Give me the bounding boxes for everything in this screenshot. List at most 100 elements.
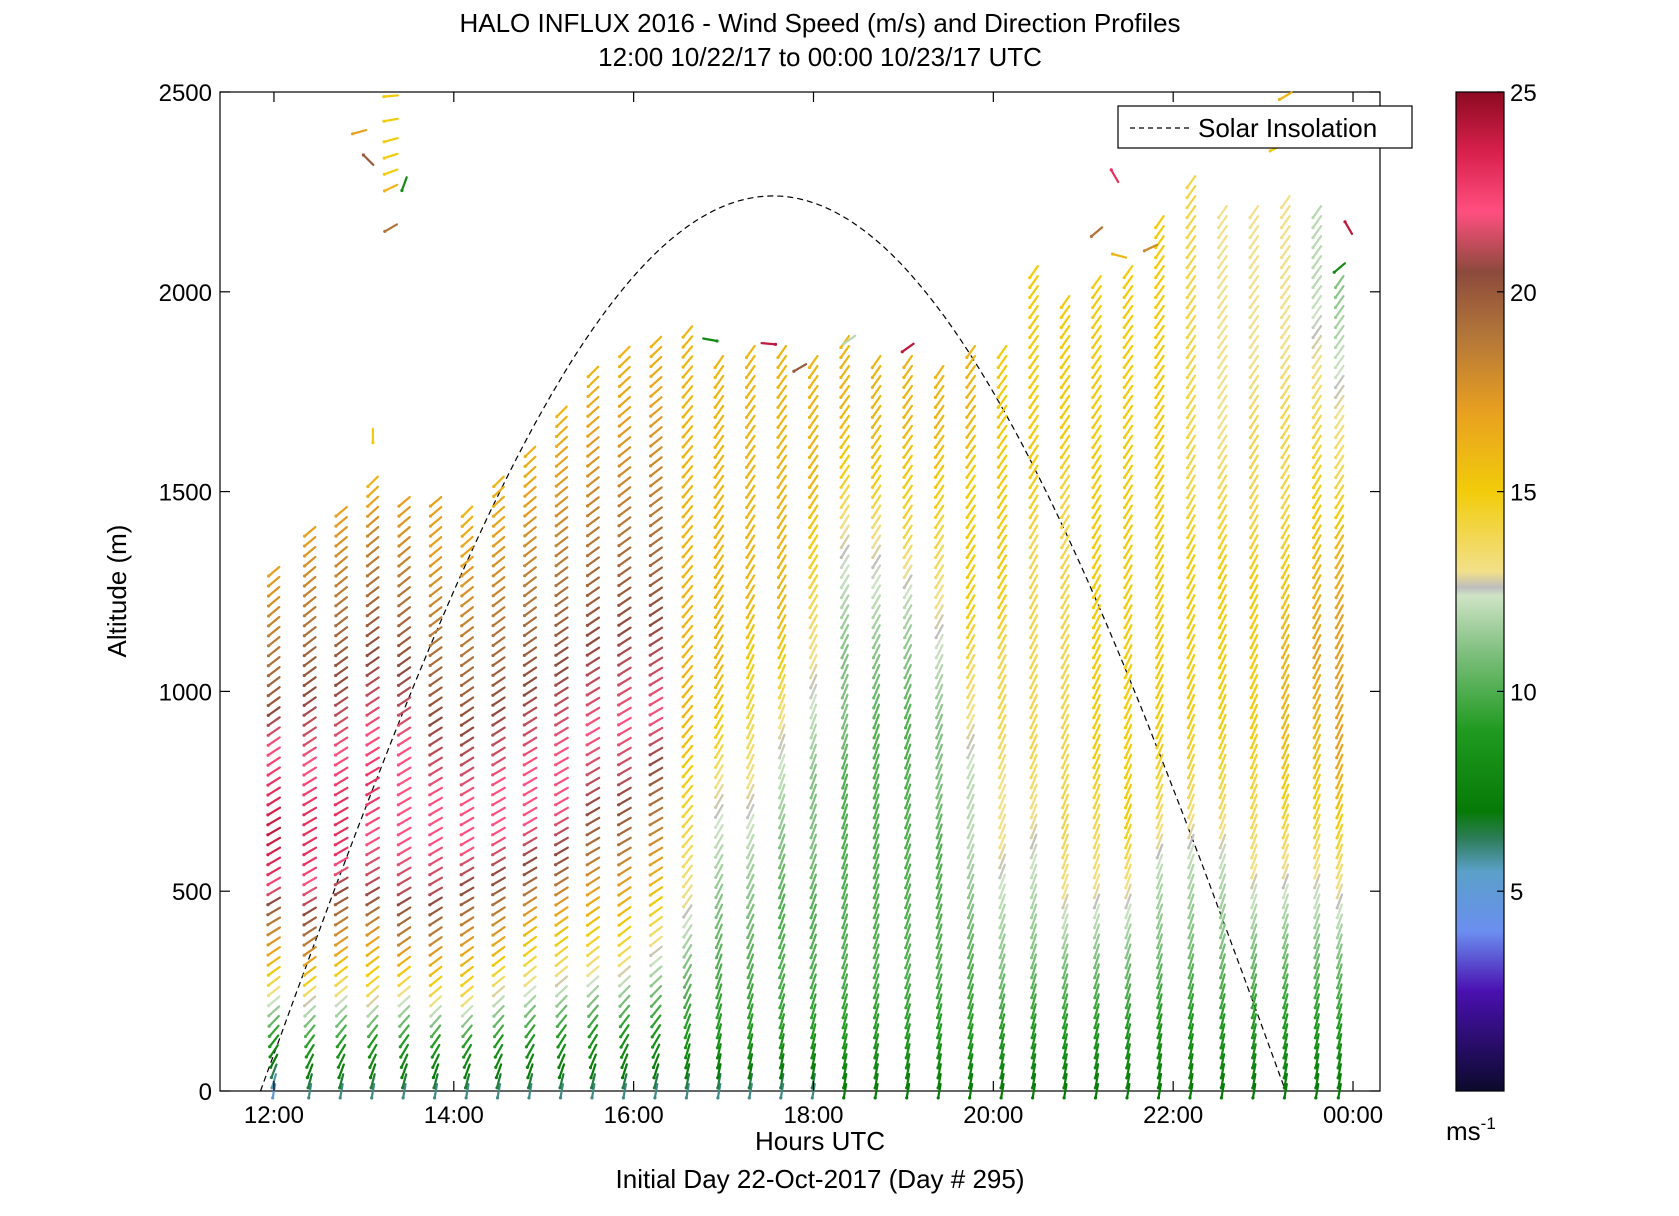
wind-barb-shaft <box>523 886 538 897</box>
wind-barb-head <box>776 385 780 389</box>
wind-barb-head <box>617 783 621 787</box>
wind-barb-head <box>523 1014 528 1018</box>
wind-barb-head <box>905 1086 909 1090</box>
wind-barb <box>586 496 600 508</box>
wind-barb-head <box>809 826 813 830</box>
wind-barb-shaft <box>303 595 317 608</box>
wind-barb <box>428 535 443 548</box>
wind-barb <box>649 436 663 448</box>
wind-barb-head <box>396 823 400 827</box>
wind-barb-head <box>523 524 527 528</box>
wind-barb <box>491 686 506 697</box>
wind-barb-shaft <box>586 566 601 577</box>
wind-barb-shaft <box>619 1024 630 1038</box>
wind-barb-head <box>428 893 432 897</box>
wind-barb <box>334 585 348 598</box>
wind-barb-shaft <box>649 636 664 647</box>
wind-barb-head <box>684 1096 689 1100</box>
wind-barb-head <box>713 505 717 509</box>
wind-barb-head <box>334 1004 338 1008</box>
wind-barb <box>303 995 317 1008</box>
wind-barb-head <box>586 964 590 968</box>
wind-barb-shaft <box>429 626 443 637</box>
wind-barb-shaft <box>397 656 412 667</box>
wind-barb-head <box>266 833 270 837</box>
wind-barb-shaft <box>397 716 412 727</box>
wind-barb-shaft <box>554 656 569 667</box>
wind-barb <box>555 985 568 998</box>
wind-barb-head <box>839 575 844 580</box>
wind-barb-head <box>648 663 652 667</box>
wind-barb-shaft <box>586 506 600 517</box>
wind-barb <box>365 576 380 588</box>
wind-barb-head <box>807 405 812 409</box>
wind-barb-head <box>776 565 781 570</box>
wind-barb <box>554 826 569 837</box>
wind-barb-shaft <box>369 1063 377 1079</box>
wind-barb-head <box>714 665 718 670</box>
wind-barb-shaft <box>429 666 443 677</box>
wind-barb-head <box>302 683 306 688</box>
wind-barb-head <box>459 813 463 817</box>
wind-barb <box>491 856 506 867</box>
wind-barb-head <box>745 475 749 479</box>
wind-barb-shaft <box>267 595 281 608</box>
wind-barb-shaft <box>399 1043 409 1059</box>
wind-barb <box>460 995 474 1008</box>
wind-barb-head <box>902 405 906 409</box>
wind-barb-head <box>554 653 558 657</box>
wind-barb <box>555 415 568 429</box>
wind-barb-head <box>809 806 813 810</box>
wind-barb-shaft <box>585 736 601 747</box>
wind-barb-head <box>585 893 589 897</box>
wind-barb <box>491 836 506 847</box>
wind-barb-head <box>460 604 464 608</box>
wind-barb-shaft <box>493 1014 505 1028</box>
wind-barb-head <box>334 994 338 998</box>
wind-barb-head <box>336 1065 340 1069</box>
wind-barb <box>618 355 631 369</box>
wind-barb <box>554 536 569 548</box>
wind-barb <box>617 736 632 747</box>
wind-barb-head <box>585 773 589 777</box>
wind-barb-head <box>554 743 558 747</box>
wind-barb-shaft <box>648 736 664 747</box>
wind-barb-shaft <box>365 896 380 906</box>
wind-barb <box>617 526 632 538</box>
wind-barb-head <box>334 604 338 608</box>
wind-barb <box>303 535 317 548</box>
wind-barb <box>648 496 663 508</box>
wind-barb-head <box>585 753 589 757</box>
wind-barb-shaft <box>492 485 505 498</box>
wind-barb-head <box>333 823 337 827</box>
wind-barb-head <box>397 524 401 528</box>
wind-barb-head <box>779 1086 783 1090</box>
wind-barb <box>333 766 349 777</box>
wind-barb-head <box>523 584 527 588</box>
wind-barb-head <box>714 915 718 920</box>
wind-barb <box>459 806 475 817</box>
wind-barb <box>585 666 601 677</box>
wind-barb-shaft <box>492 636 506 647</box>
wind-barb-shaft <box>586 466 600 478</box>
wind-barb-head <box>428 833 432 837</box>
wind-barb-head <box>996 475 1001 479</box>
wind-barb-head <box>365 803 369 807</box>
wind-barb-head <box>872 696 876 700</box>
wind-barb <box>269 1053 279 1069</box>
wind-barb-head <box>585 763 589 767</box>
wind-barb-head <box>776 425 780 429</box>
wind-barb-shaft <box>586 536 600 547</box>
wind-barb <box>302 926 317 937</box>
wind-barb-head <box>463 1076 467 1080</box>
wind-barb-shaft <box>267 575 281 588</box>
wind-barb-shaft <box>617 896 632 907</box>
wind-barb-head <box>841 846 845 850</box>
wind-barb-shaft <box>491 846 506 856</box>
wind-barb <box>266 856 282 867</box>
wind-barb <box>334 545 348 558</box>
wind-barb-shaft <box>334 936 349 947</box>
wind-barb-head <box>650 1025 654 1029</box>
wind-barb <box>522 756 538 767</box>
wind-barb-head <box>491 693 495 697</box>
